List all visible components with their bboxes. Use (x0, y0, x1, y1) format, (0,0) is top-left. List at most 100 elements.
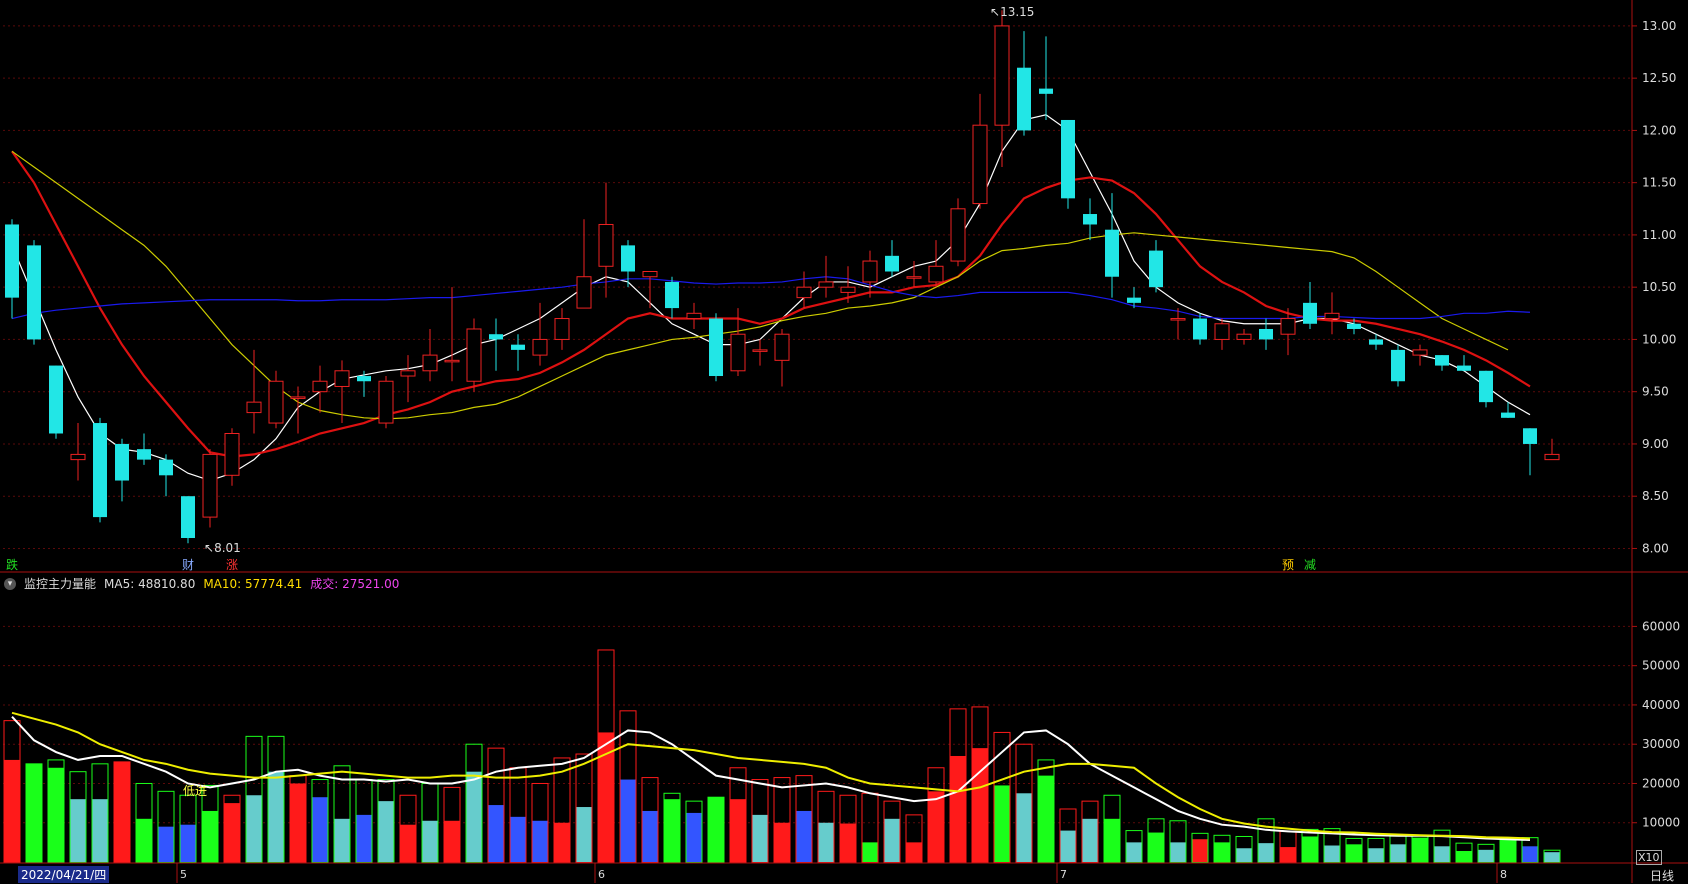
candle (1280, 308, 1296, 356)
volume-bar (751, 779, 769, 863)
candle (1105, 193, 1119, 298)
collapse-icon[interactable]: ▾ (4, 577, 16, 590)
candle (796, 271, 812, 309)
candle-body (1083, 214, 1097, 225)
candle (49, 365, 63, 439)
volume-bar (861, 792, 879, 863)
candle (1193, 313, 1207, 345)
candle-body (621, 245, 635, 272)
volume-bar (179, 794, 197, 863)
volume-bar (487, 747, 505, 863)
volume-tick-label: 50000 (1642, 659, 1680, 673)
volume-bars (3, 649, 1561, 863)
candle-body (1479, 370, 1493, 403)
candle-body (1214, 323, 1230, 340)
price-tick-label: 8.00 (1642, 541, 1669, 555)
volume-bar-fill (48, 767, 64, 862)
volume-bar (267, 735, 285, 863)
candle (730, 308, 746, 377)
price-tick-label: 11.00 (1642, 228, 1676, 242)
candle (246, 349, 262, 434)
candle-body (1236, 333, 1252, 340)
price-tick-label: 10.00 (1642, 332, 1676, 346)
candle (1259, 318, 1273, 350)
candle-body (334, 370, 350, 387)
candle (202, 449, 218, 528)
volume-bar-fill (620, 779, 636, 862)
volume-tick-label: 40000 (1642, 698, 1680, 712)
candle-body (1523, 428, 1537, 444)
volume-bar (1301, 828, 1319, 863)
candle (576, 219, 592, 309)
period-label[interactable]: 日线 (1650, 869, 1675, 883)
candle (137, 433, 151, 465)
candle (466, 318, 482, 392)
candle-body (290, 396, 306, 399)
volume-bar (333, 765, 351, 863)
volume-bar-fill (180, 824, 196, 862)
volume-bar (1257, 818, 1275, 863)
candle (686, 302, 702, 329)
candle-body (489, 334, 503, 340)
volume-bar (1169, 820, 1187, 863)
candle (511, 334, 525, 371)
candle (532, 302, 548, 366)
candle-body (774, 333, 790, 361)
volume-bar (883, 800, 901, 863)
indicator-name: 监控主力量能 (24, 577, 97, 591)
volume-bar-fill (334, 818, 350, 862)
signal-marker: 预 (1282, 558, 1295, 572)
volume-bar (201, 784, 219, 863)
volume-bar-fill (774, 822, 790, 862)
volume-bar-fill (1060, 830, 1076, 862)
candle (1391, 344, 1405, 387)
candle-body (5, 224, 19, 298)
candle (1435, 355, 1449, 371)
volume-bar-fill (1148, 832, 1164, 862)
candle-body (862, 260, 878, 283)
candle (312, 365, 328, 413)
candle (489, 318, 503, 371)
scale-badge[interactable]: X10 (1636, 850, 1662, 865)
candle (554, 308, 570, 350)
volume-bar-fill (1434, 846, 1450, 862)
volume-bar-fill (1214, 842, 1230, 862)
candle-body (532, 338, 548, 356)
volume-bar-fill (1236, 848, 1252, 862)
volume-bar (355, 779, 373, 863)
candle-body (27, 245, 41, 340)
candle-body (466, 328, 482, 382)
volume-tick-label: 60000 (1642, 619, 1680, 633)
candle (422, 328, 438, 382)
ma5-label: MA5: 48810.80 (104, 576, 196, 591)
candle-body (115, 443, 129, 481)
candle-body (1017, 67, 1031, 131)
candle (774, 328, 790, 387)
candle (334, 360, 350, 424)
volume-bar (157, 790, 175, 863)
volume-bar (993, 731, 1011, 863)
volume-bar-fill (114, 761, 130, 862)
candle-body (665, 281, 679, 309)
volume-bar (1367, 837, 1385, 863)
volume-header: ▾ 监控主力量能 MA5: 48810.80 MA10: 57774.41 成交… (4, 575, 399, 592)
volume-bar (1543, 849, 1561, 863)
candle-body (511, 344, 525, 350)
price-tick-label: 12.50 (1642, 71, 1676, 85)
month-tick-label: 6 (598, 868, 605, 881)
candle (862, 250, 878, 298)
month-tick-label: 5 (180, 868, 187, 881)
candle (994, 10, 1010, 167)
volume-ma-line (11, 711, 1531, 840)
volume-bar (1103, 794, 1121, 863)
candle (1303, 281, 1317, 329)
volume-bar (289, 775, 307, 863)
candle (598, 182, 614, 298)
candle (290, 386, 306, 434)
volume-bar-fill (1368, 848, 1384, 862)
candle-body (840, 286, 856, 293)
volume-bar-fill (664, 799, 680, 862)
candle-body (1280, 318, 1296, 335)
candle (1017, 31, 1031, 136)
candle (1149, 240, 1163, 293)
